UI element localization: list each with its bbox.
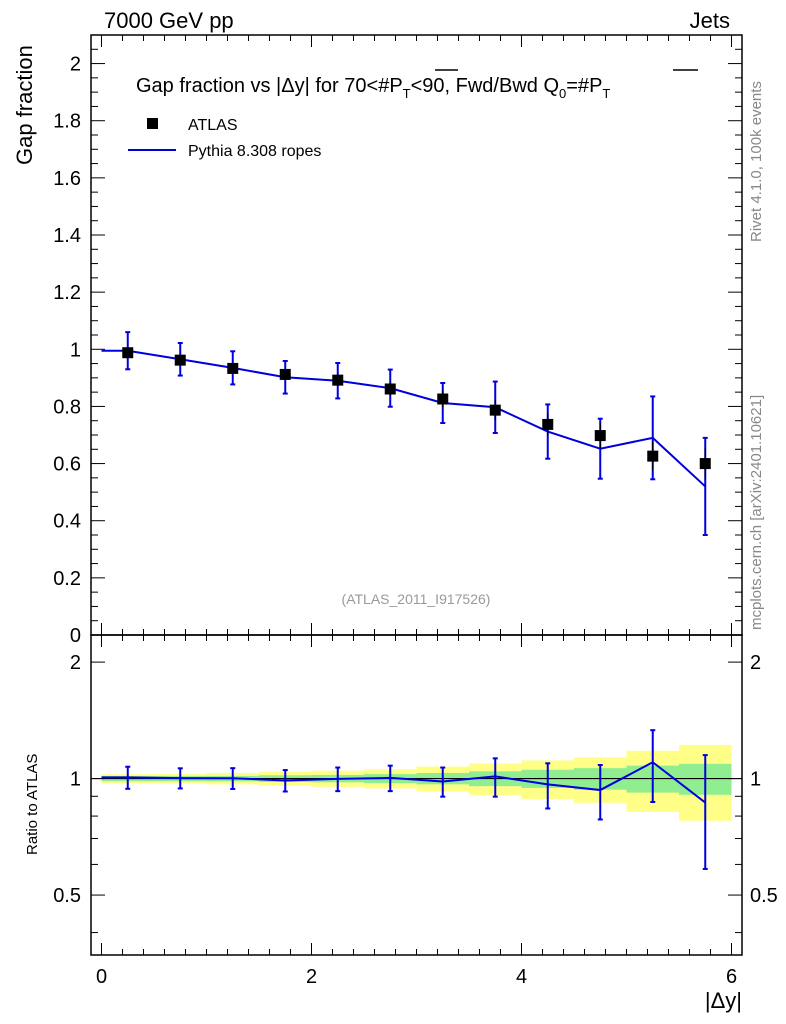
ratio-y-tick-label-right: 0.5 bbox=[750, 885, 778, 907]
data-series bbox=[122, 347, 711, 480]
y-tick-label: 0 bbox=[70, 625, 81, 647]
y-tick-label: 1 bbox=[70, 339, 81, 361]
chart-title: Gap fraction vs |Δy| for 70<#PT<90, Fwd/… bbox=[136, 75, 610, 101]
y-tick-label: 1.8 bbox=[53, 111, 81, 133]
x-axis-label: |Δy| bbox=[705, 988, 742, 1013]
mc-line bbox=[101, 349, 706, 488]
header-right: Jets bbox=[689, 8, 730, 33]
data-point bbox=[227, 362, 239, 374]
data-point bbox=[279, 368, 291, 380]
y-tick-label: 0.8 bbox=[53, 396, 81, 418]
ratio-y-tick-label: 2 bbox=[70, 652, 81, 674]
x-tick-label: 0 bbox=[96, 966, 107, 988]
ratio-y-axis-label: Ratio to ATLAS bbox=[24, 754, 41, 855]
y-tick-label: 2 bbox=[70, 54, 81, 76]
x-tick-label: 6 bbox=[726, 966, 737, 988]
legend-marker-atlas bbox=[147, 118, 158, 129]
axes: 0 2 4 6 0 0.2 0.4 0.6 0.8 1 1.2 1.4 1.6 1.8 2 0.5 0.5 1 1 2… bbox=[53, 34, 778, 988]
data-point bbox=[332, 374, 344, 386]
y-tick-label: 1.2 bbox=[53, 282, 81, 304]
y-tick-label: 0.6 bbox=[53, 454, 81, 476]
ratio-y-tick-label: 0.5 bbox=[53, 885, 81, 907]
side-text-mcplots: mcplots.cern.ch [arXiv:2401.10621] bbox=[748, 395, 765, 630]
y-tick-label: 1.6 bbox=[53, 168, 81, 190]
y-tick-label: 0.4 bbox=[53, 511, 81, 533]
data-point bbox=[384, 383, 396, 395]
data-point bbox=[489, 404, 501, 416]
side-text-rivet: Rivet 4.1.0, 100k events bbox=[748, 81, 765, 242]
x-tick-label: 4 bbox=[516, 966, 527, 988]
header-left: 7000 GeV pp bbox=[104, 8, 234, 33]
data-point bbox=[122, 347, 134, 359]
y-tick-label: 0.2 bbox=[53, 568, 81, 590]
data-point bbox=[437, 393, 449, 405]
analysis-watermark: (ATLAS_2011_I917526) bbox=[342, 591, 491, 607]
y-axis-label: Gap fraction bbox=[12, 45, 37, 165]
legend-label-atlas: ATLAS bbox=[188, 117, 238, 134]
data-point bbox=[699, 458, 711, 470]
y-tick-label: 1.4 bbox=[53, 225, 81, 247]
data-point bbox=[174, 354, 186, 366]
x-tick-label: 2 bbox=[306, 966, 317, 988]
data-point bbox=[647, 450, 659, 462]
ratio-bands bbox=[101, 744, 732, 821]
ratio-y-tick-label: 1 bbox=[70, 769, 81, 791]
legend-label-pythia: Pythia 8.308 ropes bbox=[188, 143, 321, 160]
data-point bbox=[542, 418, 554, 430]
data-point bbox=[594, 430, 606, 442]
ratio-y-tick-label-right: 1 bbox=[750, 769, 761, 791]
ratio-y-tick-label-right: 2 bbox=[750, 652, 761, 674]
